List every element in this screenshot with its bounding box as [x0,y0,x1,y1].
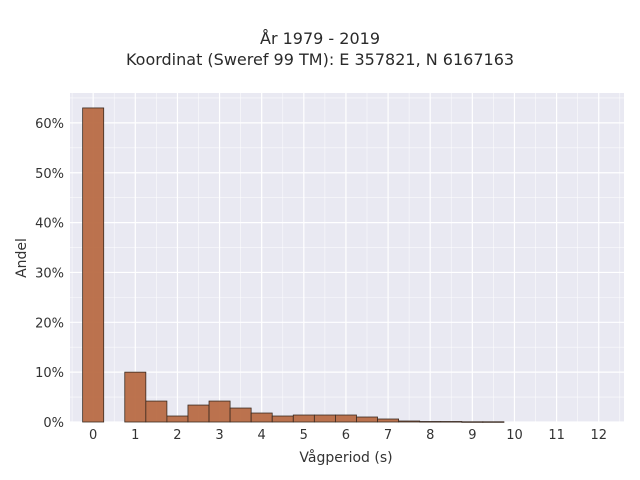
x-axis-label: Vågperiod (s) [299,449,392,466]
x-tick-label: 12 [590,428,607,443]
x-tick-label: 5 [300,428,308,443]
y-tick-label: 50% [35,167,64,182]
histogram-bar [377,418,400,423]
x-tick-label: 2 [173,428,181,443]
histogram-bar [335,414,357,423]
x-tick-label: 1 [131,428,139,443]
histogram-bar [145,400,168,423]
histogram-bar [461,421,484,423]
histogram-bar [398,420,421,423]
chart-title: År 1979 - 2019 [260,29,380,48]
x-tick-label: 10 [506,428,523,443]
bars [82,107,505,423]
y-tick-label: 60% [35,117,64,132]
x-tick-label: 7 [384,428,392,443]
gridlines [70,93,624,423]
y-axis-label: Andel [14,238,30,278]
x-tick-label: 9 [468,428,476,443]
x-tick-label: 3 [215,428,223,443]
x-tick-label: 11 [548,428,565,443]
histogram-bar [313,414,336,423]
y-tick-label: 40% [35,217,64,232]
histogram-bar [187,404,210,423]
x-tick-label: 6 [342,428,350,443]
chart-subtitle: Koordinat (Sweref 99 TM): E 357821, N 61… [125,50,515,69]
histogram-bar [208,400,231,423]
histogram-bar [229,407,252,423]
x-tick-label: 8 [426,428,434,443]
histogram-bar [124,371,147,423]
histogram-bar [82,107,105,423]
y-tick-label: 0% [43,416,64,431]
y-tick-label: 20% [35,316,64,331]
y-axis-ticks: 0% 10% 20% 30% 40% 50% 60% [35,117,64,431]
histogram-bar [166,415,189,423]
histogram-bar [482,421,505,423]
x-tick-label: 4 [258,428,266,443]
y-tick-label: 30% [35,266,64,281]
x-tick-label: 0 [89,428,97,443]
x-axis-ticks: 0 1 2 3 4 5 6 7 8 9 10 11 12 [89,428,607,443]
histogram-bar [292,414,315,423]
y-tick-label: 10% [35,366,64,381]
histogram-bar [419,421,442,423]
histogram-bar [356,416,378,423]
histogram-bar [271,415,294,423]
histogram-bar [440,421,463,423]
histogram-bar [250,412,273,423]
